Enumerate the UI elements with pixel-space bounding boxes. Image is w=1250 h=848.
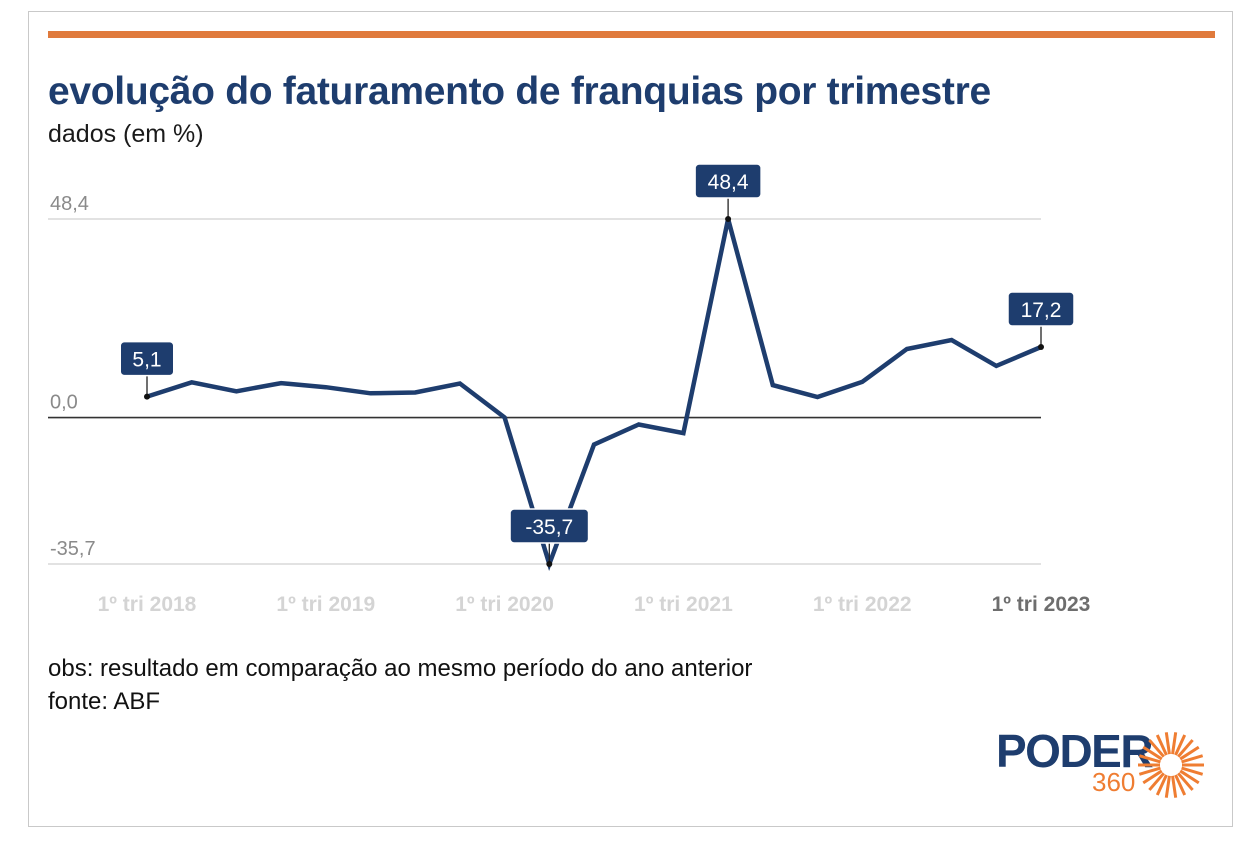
chart-card bbox=[28, 11, 1233, 827]
sunburst-ray bbox=[1179, 769, 1200, 785]
sunburst-icon bbox=[1138, 732, 1204, 798]
sunburst-ray bbox=[1142, 745, 1163, 761]
data-label: 17,2 bbox=[1021, 299, 1062, 322]
sunburst-ray bbox=[1164, 732, 1171, 755]
chart-subtitle: dados (em %) bbox=[48, 120, 204, 148]
sunburst-ray bbox=[1148, 772, 1165, 791]
data-point-marker bbox=[725, 216, 732, 222]
sunburst-ray bbox=[1177, 739, 1194, 758]
logo-number: 360 bbox=[1092, 767, 1136, 797]
y-tick-label: -35,7 bbox=[50, 538, 96, 560]
x-tick-label: 1º tri 2020 bbox=[455, 593, 554, 616]
sunburst-ray bbox=[1171, 732, 1178, 755]
data-label: 48,4 bbox=[708, 171, 749, 194]
sunburst-ray bbox=[1171, 775, 1178, 798]
x-tick-label: 1º tri 2022 bbox=[813, 593, 912, 616]
source-note: fonte: ABF bbox=[48, 688, 161, 715]
sunburst-ray bbox=[1142, 769, 1163, 785]
accent-bar bbox=[48, 31, 1215, 38]
observation-note: obs: resultado em comparação ao mesmo pe… bbox=[48, 655, 753, 682]
logo-wordmark: PODER bbox=[996, 725, 1154, 777]
x-tick-label: 1º tri 2019 bbox=[276, 593, 375, 616]
sunburst-ray bbox=[1148, 739, 1165, 758]
sunburst-ray bbox=[1174, 774, 1187, 796]
data-label-box bbox=[694, 163, 762, 199]
data-label-box bbox=[509, 508, 590, 544]
data-point-marker bbox=[546, 561, 553, 567]
data-label-box bbox=[119, 340, 175, 377]
data-label: 5,1 bbox=[132, 349, 161, 372]
sunburst-ray bbox=[1138, 766, 1161, 776]
sunburst-ray bbox=[1138, 754, 1161, 764]
chart-notes: obs: resultado em comparação ao mesmo pe… bbox=[48, 652, 752, 718]
data-point-marker bbox=[144, 393, 150, 400]
x-tick-label: 1º tri 2023 bbox=[992, 593, 1091, 616]
x-tick-label: 1º tri 2018 bbox=[98, 593, 197, 616]
sunburst-ray bbox=[1174, 734, 1187, 756]
sunburst-ray bbox=[1179, 745, 1200, 761]
y-tick-label: 48,4 bbox=[50, 193, 89, 215]
chart-title: evolução do faturamento de franquias por… bbox=[48, 70, 991, 113]
x-tick-label: 1º tri 2021 bbox=[634, 593, 733, 616]
data-point-marker bbox=[1038, 343, 1044, 350]
sunburst-ray bbox=[1177, 772, 1194, 791]
sunburst-ray bbox=[1181, 766, 1204, 776]
series-line bbox=[146, 218, 1042, 571]
sunburst-ray bbox=[1155, 774, 1168, 796]
sunburst-ray bbox=[1155, 734, 1168, 756]
sunburst-ray bbox=[1164, 775, 1171, 798]
poder360-logo: PODER 360 bbox=[996, 725, 1208, 798]
data-label-box bbox=[1007, 291, 1075, 327]
y-tick-label: 0,0 bbox=[50, 392, 78, 414]
sunburst-ray bbox=[1181, 754, 1204, 764]
data-label: -35,7 bbox=[525, 516, 573, 539]
